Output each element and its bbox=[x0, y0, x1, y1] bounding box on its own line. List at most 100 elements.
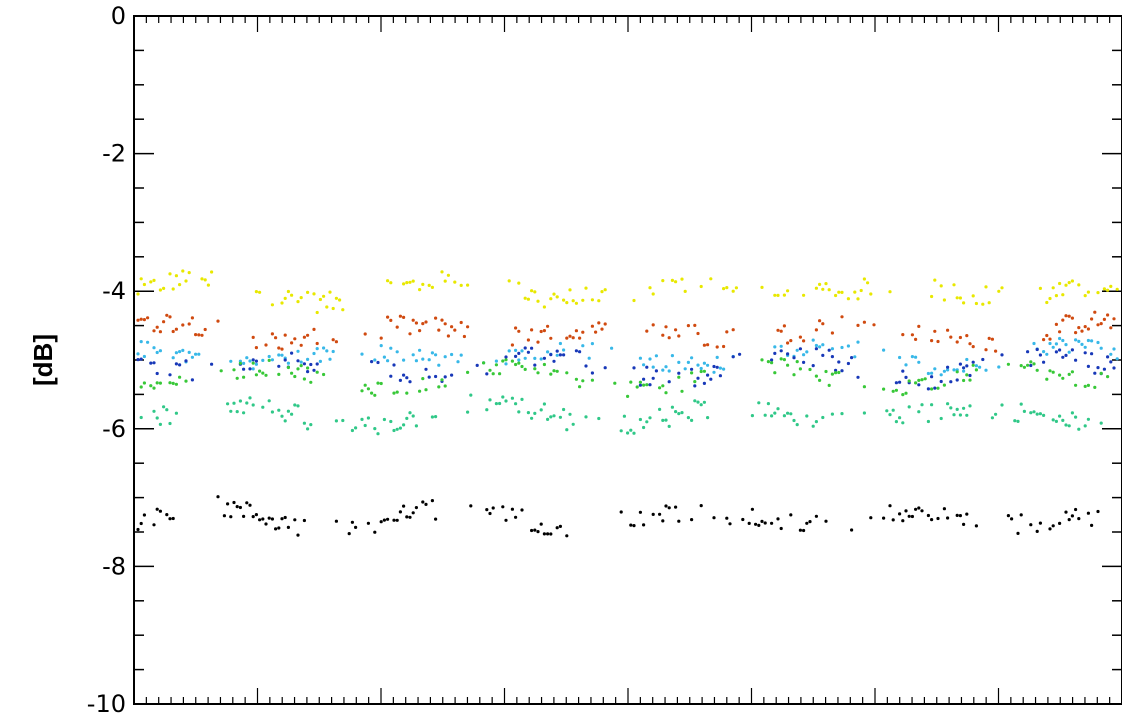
data-point bbox=[1000, 286, 1004, 290]
data-point bbox=[699, 369, 703, 374]
data-point bbox=[840, 290, 844, 294]
data-point bbox=[296, 404, 300, 408]
data-point bbox=[821, 343, 825, 347]
data-point bbox=[552, 292, 556, 296]
data-point bbox=[776, 407, 780, 411]
data-point bbox=[603, 366, 607, 370]
data-point bbox=[958, 335, 963, 340]
data-point bbox=[1051, 370, 1055, 374]
data-point bbox=[696, 331, 700, 336]
data-point bbox=[664, 391, 668, 395]
data-point bbox=[907, 379, 911, 383]
data-point bbox=[715, 365, 719, 369]
data-point bbox=[424, 320, 428, 324]
data-point bbox=[139, 385, 143, 389]
data-point bbox=[530, 328, 534, 332]
data-point bbox=[856, 340, 860, 344]
data-point bbox=[507, 349, 511, 353]
data-point bbox=[226, 402, 230, 406]
data-point bbox=[1064, 423, 1068, 427]
data-point bbox=[139, 317, 143, 321]
data-point bbox=[699, 366, 703, 371]
data-point bbox=[510, 396, 514, 400]
data-point bbox=[715, 355, 719, 359]
data-point bbox=[712, 364, 716, 369]
data-point bbox=[450, 352, 454, 357]
data-point bbox=[1013, 419, 1017, 423]
data-point bbox=[827, 383, 831, 387]
data-point bbox=[856, 323, 860, 327]
data-point bbox=[712, 370, 716, 374]
data-point bbox=[418, 329, 422, 333]
data-point bbox=[642, 523, 646, 527]
data-point bbox=[437, 363, 441, 367]
data-point bbox=[1096, 340, 1100, 345]
data-point bbox=[328, 290, 332, 294]
data-point bbox=[283, 358, 287, 362]
data-point bbox=[206, 283, 210, 287]
data-point bbox=[776, 328, 780, 332]
data-point bbox=[965, 334, 969, 338]
data-point bbox=[315, 362, 319, 366]
data-point bbox=[853, 290, 857, 294]
data-point bbox=[306, 427, 310, 431]
data-point bbox=[146, 316, 150, 320]
data-point bbox=[238, 399, 242, 403]
data-point bbox=[379, 336, 383, 340]
data-point bbox=[638, 356, 643, 360]
data-point bbox=[840, 369, 844, 373]
data-point bbox=[1093, 310, 1097, 314]
data-point bbox=[757, 523, 761, 528]
data-point bbox=[792, 356, 796, 360]
series-5 bbox=[139, 357, 1110, 398]
data-point bbox=[142, 381, 146, 385]
data-point bbox=[232, 500, 236, 505]
data-point bbox=[1064, 510, 1068, 514]
data-point bbox=[1045, 333, 1049, 338]
data-point bbox=[139, 357, 143, 361]
data-point bbox=[590, 342, 595, 346]
data-point bbox=[955, 513, 959, 518]
data-point bbox=[968, 342, 972, 346]
data-point bbox=[901, 421, 905, 425]
data-point bbox=[690, 418, 694, 422]
data-point bbox=[267, 358, 271, 362]
data-point bbox=[251, 515, 255, 519]
data-point bbox=[261, 358, 265, 362]
data-point bbox=[539, 522, 543, 526]
data-point bbox=[136, 352, 140, 356]
y-axis-ticks bbox=[134, 15, 1122, 705]
data-point bbox=[571, 336, 575, 340]
data-point bbox=[254, 513, 258, 517]
data-point bbox=[235, 505, 239, 509]
data-point bbox=[574, 349, 579, 353]
data-point bbox=[690, 518, 694, 522]
data-point bbox=[1102, 367, 1106, 371]
data-point bbox=[315, 310, 319, 315]
series-layer bbox=[136, 269, 1119, 538]
data-point bbox=[805, 521, 809, 525]
data-point bbox=[366, 521, 370, 525]
data-point bbox=[328, 357, 332, 361]
data-point bbox=[334, 519, 338, 523]
data-point bbox=[555, 353, 559, 357]
data-point bbox=[571, 422, 575, 426]
data-point bbox=[501, 505, 505, 509]
data-point bbox=[888, 413, 892, 417]
data-point bbox=[1035, 529, 1039, 534]
data-point bbox=[674, 505, 678, 509]
data-point bbox=[651, 365, 655, 369]
data-point bbox=[930, 339, 934, 343]
data-point bbox=[485, 372, 489, 376]
data-point bbox=[795, 360, 799, 364]
data-point bbox=[1042, 413, 1046, 417]
data-point bbox=[1035, 368, 1039, 372]
data-point bbox=[1048, 341, 1052, 346]
series-6 bbox=[139, 393, 1103, 436]
data-point bbox=[1064, 353, 1068, 357]
data-point bbox=[1006, 514, 1011, 518]
data-point bbox=[773, 293, 777, 297]
data-point bbox=[418, 389, 422, 393]
data-point bbox=[933, 367, 937, 371]
